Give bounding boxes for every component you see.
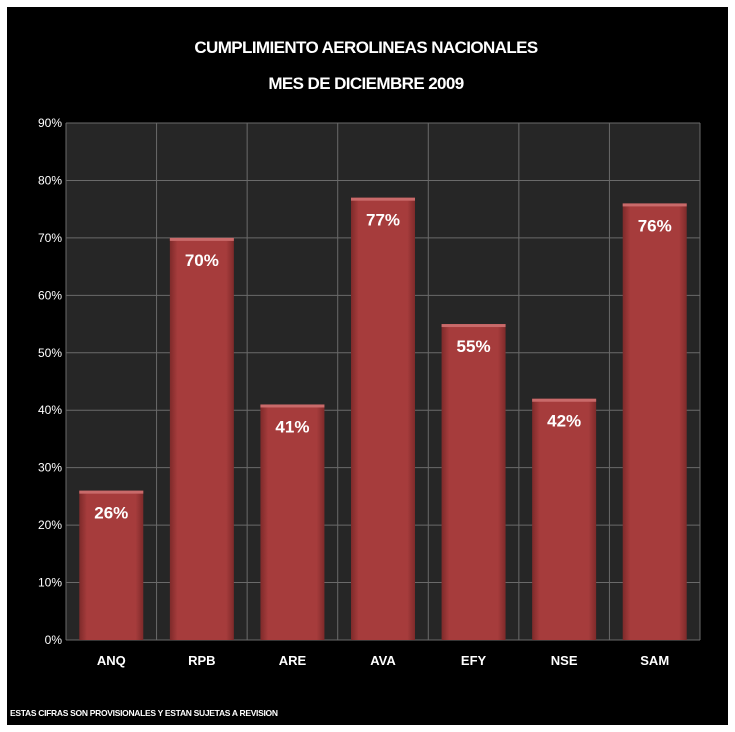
bar-anq xyxy=(79,490,144,640)
bar-top-highlight xyxy=(169,237,234,241)
y-tick-label: 20% xyxy=(38,518,62,532)
chart-title: CUMPLIMIENTO AEROLINEAS NACIONALES xyxy=(194,38,537,57)
bar-ava xyxy=(351,197,415,640)
footnote: ESTAS CIFRAS SON PROVISIONALES Y ESTAN S… xyxy=(10,708,278,718)
chart-frame: CUMPLIMIENTO AEROLINEAS NACIONALES MES D… xyxy=(7,7,728,725)
bar-top-highlight xyxy=(260,404,325,408)
bar-top-highlight xyxy=(351,197,415,201)
bars: 26% 70% 41% 77% 55% 42% 76% xyxy=(79,197,687,640)
x-tick-label-anq: ANQ xyxy=(97,653,126,668)
data-label-ava: 77% xyxy=(366,211,400,230)
bar-are xyxy=(260,404,325,640)
y-tick-label: 0% xyxy=(45,633,63,647)
bar-efy xyxy=(441,324,506,640)
y-tick-label: 80% xyxy=(38,173,62,187)
chart-subtitle: MES DE DICIEMBRE 2009 xyxy=(268,74,463,93)
data-label-efy: 55% xyxy=(457,337,491,356)
bar-sam xyxy=(622,203,687,640)
x-tick-label-efy: EFY xyxy=(461,653,487,668)
x-tick-label-are: ARE xyxy=(279,653,307,668)
y-tick-label: 30% xyxy=(38,461,62,475)
y-tick-label: 90% xyxy=(38,116,62,130)
data-label-rpb: 70% xyxy=(185,251,219,270)
bar-top-highlight xyxy=(622,203,687,207)
bar-rpb xyxy=(169,237,234,640)
x-tick-label-nse: NSE xyxy=(551,653,578,668)
bar-chart: CUMPLIMIENTO AEROLINEAS NACIONALES MES D… xyxy=(10,38,701,718)
data-label-anq: 26% xyxy=(94,504,128,523)
y-axis-ticks: 0% 10% 20% 30% 40% 50% 60% 70% 80% 90% xyxy=(38,116,62,647)
x-axis-labels: ANQ RPB ARE AVA EFY NSE SAM xyxy=(97,653,669,668)
bar-nse xyxy=(532,398,597,640)
bar-top-highlight xyxy=(532,398,597,402)
bar-top-highlight xyxy=(441,324,506,328)
data-label-nse: 42% xyxy=(547,412,581,431)
bar-top-highlight xyxy=(79,490,144,494)
y-tick-label: 60% xyxy=(38,288,62,302)
y-tick-label: 70% xyxy=(38,231,62,245)
x-tick-label-rpb: RPB xyxy=(188,653,215,668)
x-tick-label-sam: SAM xyxy=(640,653,669,668)
data-label-sam: 76% xyxy=(638,216,672,235)
y-tick-label: 10% xyxy=(38,576,62,590)
y-tick-label: 40% xyxy=(38,403,62,417)
x-tick-label-ava: AVA xyxy=(370,653,396,668)
data-label-are: 41% xyxy=(275,417,309,436)
y-tick-label: 50% xyxy=(38,346,62,360)
